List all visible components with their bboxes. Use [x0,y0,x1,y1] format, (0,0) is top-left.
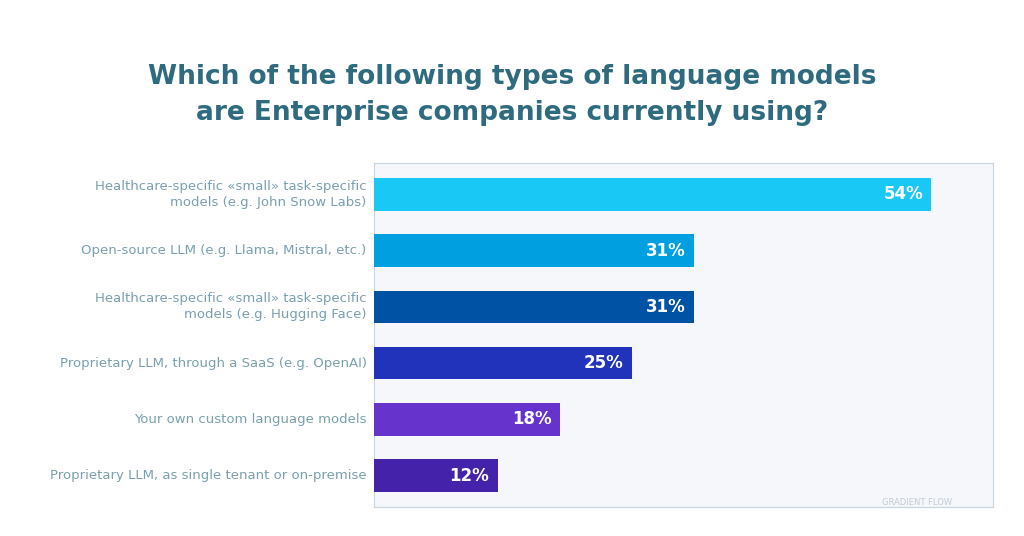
Bar [374,459,498,492]
Bar [374,178,932,211]
Text: Proprietary LLM, through a SaaS (e.g. OpenAI): Proprietary LLM, through a SaaS (e.g. Op… [59,356,367,370]
Text: 31%: 31% [646,298,686,316]
Text: Which of the following types of language models
are Enterprise companies current: Which of the following types of language… [147,64,877,126]
Text: Proprietary LLM, as single tenant or on-premise: Proprietary LLM, as single tenant or on-… [50,469,367,482]
Bar [374,347,632,379]
Bar [374,234,694,267]
Text: 31%: 31% [646,242,686,259]
Text: 54%: 54% [884,185,923,203]
Text: Open-source LLM (e.g. Llama, Mistral, etc.): Open-source LLM (e.g. Llama, Mistral, et… [81,244,367,257]
Text: Healthcare-specific «small» task-specific
models (e.g. John Snow Labs): Healthcare-specific «small» task-specifi… [95,180,367,209]
Bar [374,291,694,323]
Text: GRADIENT FLOW: GRADIENT FLOW [883,497,952,507]
Text: Healthcare-specific «small» task-specific
models (e.g. Hugging Face): Healthcare-specific «small» task-specifi… [95,292,367,322]
Text: Your own custom language models: Your own custom language models [134,413,367,426]
Bar [374,403,559,436]
Text: 18%: 18% [512,411,551,428]
Text: 25%: 25% [584,354,624,372]
Text: 12%: 12% [450,467,489,485]
